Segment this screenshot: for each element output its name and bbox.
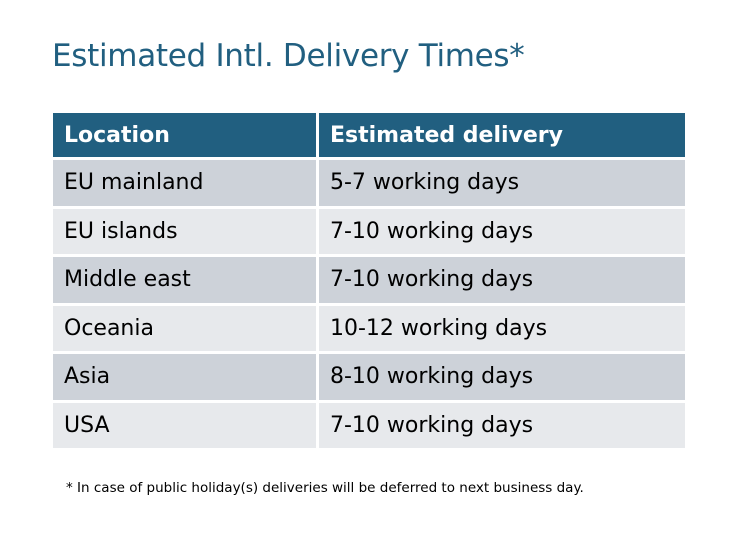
- page-title: Estimated Intl. Delivery Times*: [52, 38, 525, 74]
- table-row: USA 7-10 working days: [53, 402, 685, 448]
- header-estimated-delivery: Estimated delivery: [319, 113, 685, 157]
- location-cell: Asia: [53, 354, 316, 400]
- delivery-cell: 7-10 working days: [319, 208, 685, 254]
- table-row: EU islands 7-10 working days: [53, 208, 685, 254]
- location-cell: Oceania: [53, 305, 316, 351]
- table-row: Asia 8-10 working days: [53, 354, 685, 400]
- table-row: EU mainland 5-7 working days: [53, 160, 685, 206]
- location-cell: USA: [53, 402, 316, 448]
- header-location: Location: [53, 113, 316, 157]
- table-row: Oceania 10-12 working days: [53, 305, 685, 351]
- footnote: * In case of public holiday(s) deliverie…: [66, 480, 584, 496]
- table-header-row: Location Estimated delivery: [53, 113, 685, 157]
- delivery-cell: 8-10 working days: [319, 354, 685, 400]
- table-row: Middle east 7-10 working days: [53, 257, 685, 303]
- delivery-cell: 10-12 working days: [319, 305, 685, 351]
- delivery-cell: 5-7 working days: [319, 160, 685, 206]
- delivery-cell: 7-10 working days: [319, 402, 685, 448]
- location-cell: Middle east: [53, 257, 316, 303]
- location-cell: EU islands: [53, 208, 316, 254]
- delivery-cell: 7-10 working days: [319, 257, 685, 303]
- location-cell: EU mainland: [53, 160, 316, 206]
- delivery-times-table: Location Estimated delivery EU mainland …: [50, 110, 688, 451]
